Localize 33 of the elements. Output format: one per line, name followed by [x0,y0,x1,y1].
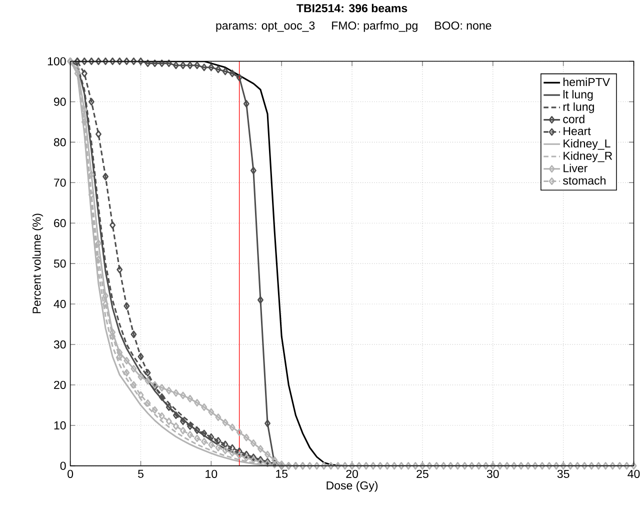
y-tick-label: 30 [54,340,66,349]
chart-subtitle: params: opt_ooc_3 FMO: parfmo_pg BOO: none [216,21,492,32]
legend-label: Kidney_L [564,139,610,150]
x-tick-label: 35 [557,470,570,478]
x-tick-label: 0 [68,470,74,478]
y-tick-label: 10 [54,421,66,430]
legend-label: rt lung [563,102,594,114]
legend-label: Liver [564,164,588,172]
y-tick-label: 40 [54,300,66,308]
legend-label: Kidney_R [564,152,612,162]
x-tick-label: 20 [346,470,358,478]
x-tick-label: 25 [416,470,428,478]
y-tick-label: 100 [48,57,66,66]
y-tick-label: 20 [54,380,66,390]
y-tick-label: 80 [54,138,66,146]
legend-label: Heart [564,127,591,136]
legend-label: lt lung [563,90,593,101]
y-tick-label: 50 [54,260,66,268]
x-tick-label: 15 [276,470,288,478]
x-tick-label: 30 [486,470,499,478]
y-axis-title: Percent volume (%) [32,214,44,314]
y-tick-label: 90 [54,98,66,106]
x-tick-label: 40 [628,470,640,478]
x-tick-label: 5 [138,470,144,478]
legend-label: hemiPTV [564,78,610,86]
legend-label: stomach [563,176,606,185]
chart-title: TBI2514: 396 beams [296,4,408,12]
x-tick-label: 10 [206,470,218,478]
y-tick-label: 0 [60,462,66,470]
legend-label: cord [563,114,584,124]
x-axis-title: Dose (Gy) [326,481,378,492]
y-tick-label: 60 [54,219,66,228]
y-tick-label: 70 [54,178,66,187]
